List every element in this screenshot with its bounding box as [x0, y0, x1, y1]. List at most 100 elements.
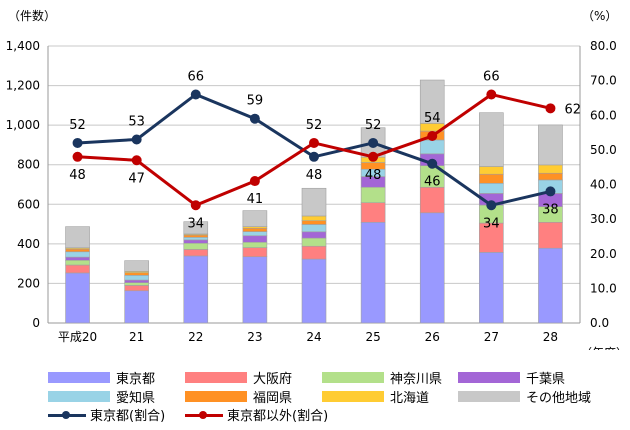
bar-segment	[538, 172, 563, 181]
bar-segment	[124, 282, 149, 286]
line-point	[72, 137, 83, 148]
line-point	[131, 134, 142, 145]
bar-segment	[65, 259, 90, 266]
legend-item: 愛知県	[48, 387, 155, 406]
bar-segment	[301, 187, 327, 217]
data-label: 34	[188, 216, 205, 231]
legend-label: 北海道	[390, 391, 430, 406]
data-label: 34	[483, 216, 500, 231]
bar-segment	[538, 221, 563, 249]
x-tick-label: 平成20	[58, 330, 97, 344]
bar-segment	[479, 166, 504, 175]
x-unit-label: （年度）	[580, 345, 628, 350]
bar-segment	[301, 245, 327, 260]
legend-swatch	[185, 372, 247, 383]
legend-label: 愛知県	[116, 391, 156, 406]
legend-label: 東京都(割合)	[90, 409, 166, 424]
bar-segment	[360, 221, 386, 324]
bar-segment	[419, 139, 445, 155]
y-tick-label: 1,200	[6, 79, 40, 93]
y2-tick-label: 10.0	[590, 281, 617, 295]
y2-tick-label: 60.0	[590, 108, 617, 122]
line-point	[368, 151, 379, 162]
legend-item: 東京都(割合)	[48, 405, 165, 424]
line-point	[545, 186, 556, 197]
data-label: 46	[424, 175, 441, 190]
y2-tick-label: 50.0	[590, 143, 617, 157]
bar-segment	[242, 256, 268, 324]
x-tick-label: 23	[247, 330, 262, 344]
bar-segment	[242, 235, 268, 243]
line-point	[309, 137, 319, 148]
bar-segment	[360, 186, 386, 204]
data-label: 48	[306, 168, 323, 183]
bar-segment	[242, 241, 268, 248]
bar-segment	[242, 227, 268, 232]
bar-segment	[479, 183, 504, 194]
bar-segment	[301, 224, 327, 233]
y-tick-label: 1,400	[6, 39, 40, 53]
legend-label: 東京都以外(割合)	[227, 409, 329, 424]
bar-segment	[183, 255, 209, 324]
bar-segment	[479, 173, 504, 184]
y2-tick-label: 80.0	[590, 39, 617, 53]
bar-segment	[538, 164, 563, 174]
line-point	[545, 103, 556, 114]
legend-item: 東京都以外(割合)	[185, 405, 328, 424]
y2-unit-label: （%）	[582, 9, 617, 23]
y-tick-label: 1,000	[6, 118, 40, 132]
bar-segment	[242, 210, 268, 227]
y-tick-label: 200	[17, 276, 40, 290]
bar-segment	[538, 247, 563, 324]
y2-tick-label: 20.0	[590, 247, 617, 261]
bar-segment	[124, 272, 149, 276]
bar-segment	[301, 231, 327, 239]
y2-tick-label: 40.0	[590, 178, 617, 192]
legend-label: 千葉県	[526, 372, 566, 387]
data-label: 41	[247, 192, 264, 207]
y2-tick-label: 0.0	[590, 316, 609, 330]
data-label: 52	[306, 118, 323, 133]
bar-segment	[419, 186, 445, 214]
bar-segment	[124, 290, 149, 324]
bar-segment	[183, 221, 209, 235]
bar-segment	[301, 215, 327, 222]
data-label: 62	[564, 102, 581, 117]
bar-segment	[65, 256, 90, 261]
data-label: 66	[188, 69, 205, 84]
legend-item: 大阪府	[185, 368, 292, 387]
y-tick-label: 400	[17, 237, 40, 251]
data-label: 48	[69, 168, 86, 183]
x-tick-label: 28	[543, 330, 558, 344]
bar-segment	[419, 79, 445, 124]
y2-tick-label: 70.0	[590, 74, 617, 88]
x-tick-label: 27	[484, 330, 499, 344]
line-point	[249, 113, 260, 124]
legend-swatch	[322, 391, 384, 402]
line-point	[427, 131, 438, 142]
legend-label: 福岡県	[253, 391, 293, 406]
legend-label: 神奈川県	[390, 372, 443, 387]
bar-segment	[65, 264, 90, 274]
line-point	[486, 89, 497, 100]
legend-item: 東京都	[48, 368, 155, 387]
bar-segment	[124, 285, 149, 292]
data-label: 52	[69, 118, 86, 133]
data-label: 66	[483, 69, 500, 84]
bar-segment	[183, 234, 209, 238]
y-tick-label: 600	[17, 197, 40, 211]
bar-segment	[242, 231, 268, 237]
bar-segment	[183, 249, 209, 257]
x-tick-label: 25	[365, 330, 380, 344]
bar-segment	[242, 247, 268, 258]
legend-swatch	[48, 391, 110, 402]
legend-line-icon	[185, 409, 223, 421]
bar-segment	[538, 124, 563, 166]
chart-plot: 0 200 400 600 800 1,000 1,200 1,400 0.0 10.0 20.0 3…	[6, 8, 628, 360]
y-unit-label: （件数）	[8, 8, 56, 23]
x-tick-label: 21	[129, 330, 144, 344]
legend-label: 大阪府	[253, 372, 293, 387]
line-point	[249, 176, 260, 187]
legend-swatch	[458, 372, 520, 383]
bar-segment	[65, 272, 90, 324]
